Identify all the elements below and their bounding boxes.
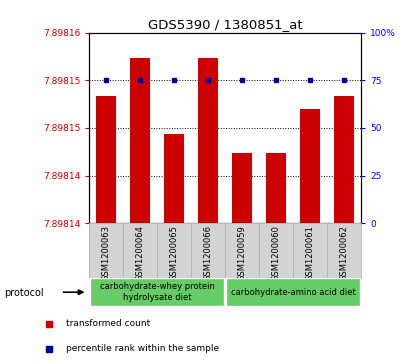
Text: transformed count: transformed count	[66, 319, 151, 329]
Bar	[96, 96, 116, 223]
Bar	[130, 58, 150, 223]
Text: GSM1200064: GSM1200064	[136, 225, 145, 281]
Text: GSM1200061: GSM1200061	[305, 225, 315, 281]
Text: GSM1200063: GSM1200063	[102, 225, 111, 281]
Bar	[198, 58, 218, 223]
Bar	[226, 278, 360, 306]
Bar	[266, 154, 286, 223]
Text: percentile rank within the sample: percentile rank within the sample	[66, 344, 219, 354]
Text: protocol: protocol	[4, 288, 44, 298]
Text: GSM1200060: GSM1200060	[271, 225, 281, 281]
Text: carbohydrate-whey protein
hydrolysate diet: carbohydrate-whey protein hydrolysate di…	[100, 282, 215, 302]
Text: GSM1200062: GSM1200062	[339, 225, 349, 281]
Text: GSM1200059: GSM1200059	[238, 225, 247, 281]
Bar	[232, 154, 252, 223]
Bar	[90, 278, 225, 306]
Text: GSM1200066: GSM1200066	[204, 225, 212, 281]
Text: GSM1200065: GSM1200065	[170, 225, 179, 281]
Title: GDS5390 / 1380851_at: GDS5390 / 1380851_at	[148, 19, 303, 32]
Text: carbohydrate-amino acid diet: carbohydrate-amino acid diet	[231, 288, 356, 297]
Bar	[164, 134, 184, 223]
Bar	[334, 96, 354, 223]
Bar	[300, 109, 320, 223]
